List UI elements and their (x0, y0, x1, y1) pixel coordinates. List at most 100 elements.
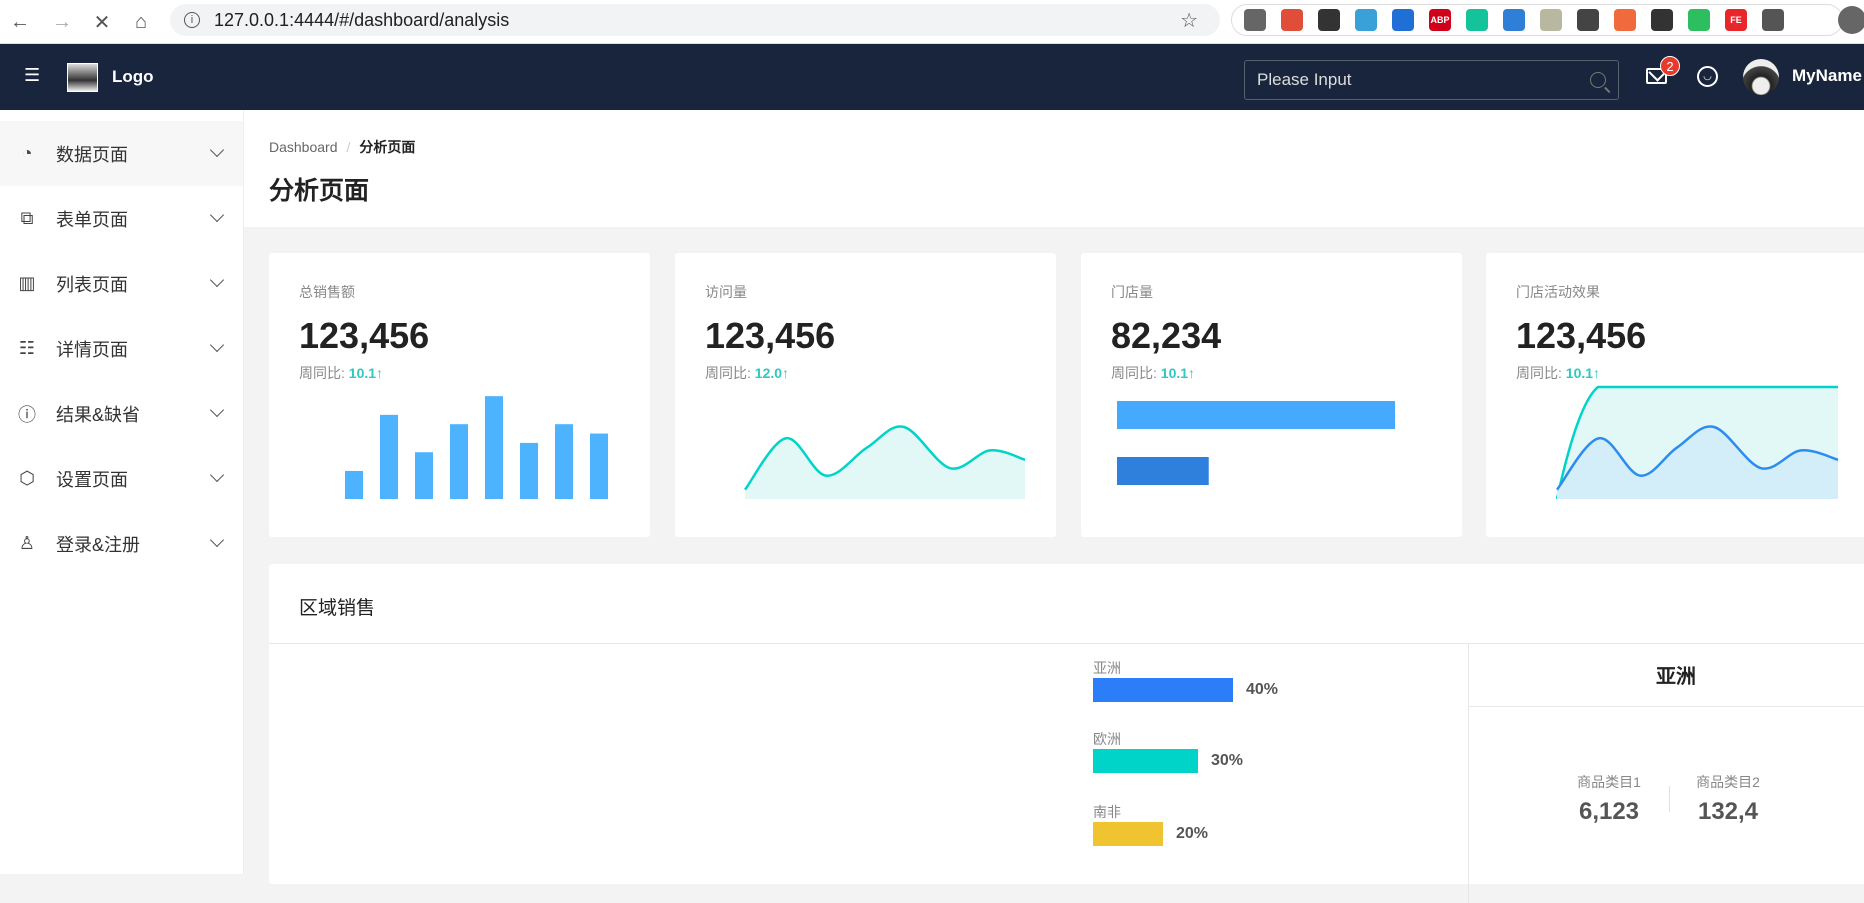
sidebar-item[interactable]: ⧉ 表单页面 (0, 186, 243, 251)
search-input[interactable] (1257, 70, 1590, 90)
sidebar-item[interactable]: ☷ 详情页面 (0, 316, 243, 381)
region-bar-label: 欧洲 (1093, 731, 1121, 747)
chevron-down-icon (209, 272, 225, 288)
region-title: 区域销售 (299, 598, 376, 619)
sidebar-item[interactable]: ◔ 数据页面 (0, 121, 243, 186)
forward-arrow-icon[interactable]: → (52, 10, 72, 33)
chevron-down-icon (209, 402, 225, 418)
site-info-icon[interactable]: i (184, 12, 200, 28)
url-text: 127.0.0.1:4444/#/dashboard/analysis (214, 9, 510, 30)
address-bar[interactable]: i 127.0.0.1:4444/#/dashboard/analysis ☆ (170, 4, 1220, 36)
vue-devtools-icon[interactable] (1392, 9, 1414, 31)
bar (520, 442, 538, 499)
breadcrumb-current: 分析页面 (359, 139, 416, 155)
category-stat: 商品类目2 132,4 (1683, 772, 1773, 826)
bar-chart-icon: ▥ (18, 273, 36, 293)
sidebar-item-label: 登录&注册 (56, 534, 141, 555)
browser-toolbar: ← → ✕ ⌂ i 127.0.0.1:4444/#/dashboard/ana… (0, 0, 1864, 44)
react-devtools-icon[interactable] (1281, 9, 1303, 31)
compare-label: 周同比: (1516, 365, 1562, 381)
menu-fold-icon[interactable]: ☰ (24, 65, 41, 85)
upload-arrow-icon[interactable] (1503, 9, 1525, 31)
bar (485, 396, 503, 499)
category-label: 商品类目1 (1577, 774, 1641, 790)
evernote-icon[interactable] (1688, 9, 1710, 31)
region-bar-percent: 30% (1211, 752, 1244, 769)
pie-chart-icon: ◔ (21, 143, 33, 163)
hbar (1117, 401, 1395, 429)
category-label: 商品类目2 (1696, 774, 1760, 790)
chevron-down-icon (209, 207, 225, 223)
stop-loading-icon[interactable]: ✕ (93, 11, 111, 34)
bar (450, 424, 468, 499)
sidebar-item[interactable]: ♙ 登录&注册 (0, 511, 243, 576)
hbar (1117, 457, 1209, 485)
download-icon[interactable] (1318, 9, 1340, 31)
bar (415, 452, 433, 499)
divider (1669, 786, 1670, 812)
visits-area-chart (743, 425, 1026, 499)
image-download-icon[interactable] (1540, 9, 1562, 31)
chevron-down-icon (209, 337, 225, 353)
smiley-icon[interactable]: ◡ (1697, 66, 1718, 87)
card-value: 123,456 (299, 315, 430, 356)
breadcrumb-separator: / (346, 139, 351, 155)
card-compare: 周同比: 10.1↑ (1111, 363, 1195, 383)
region-bar-percent: 40% (1246, 681, 1279, 698)
chevron-down-icon (209, 532, 225, 548)
bar (555, 424, 573, 499)
category-stat: 商品类目1 6,123 (1564, 772, 1654, 826)
compare-value: 10.1↑ (1160, 365, 1196, 381)
form-icon: ⧉ (20, 208, 34, 228)
app-header: ☰ Logo 2 ◡ MyName (0, 44, 1864, 110)
puzzle-extensions-icon[interactable] (1762, 9, 1784, 31)
search-icon[interactable] (1590, 72, 1606, 88)
mail-badge: 2 (1660, 56, 1680, 76)
compare-label: 周同比: (299, 365, 345, 381)
region-sales-panel: 区域销售 亚洲 40% 欧洲 30% 南非 20% 亚洲 商品类目1 6,123 商品类目… (269, 564, 1864, 903)
divider (1468, 643, 1469, 903)
sidebar-item[interactable]: ▥ 列表页面 (0, 251, 243, 316)
sales-bar-chart (345, 396, 608, 499)
fe-helper-icon[interactable]: FE (1725, 9, 1747, 31)
edit-pen-icon[interactable] (1577, 9, 1599, 31)
colorful-bowl-icon[interactable] (1355, 9, 1377, 31)
actual-series-fill (1557, 426, 1838, 499)
sidebar: ◔ 数据页面 ⧉ 表单页面 ▥ 列表页面 ☷ 详情页面 ⓘ 结果&缺省 ⬡ 设置页面 ♙ 登录&注册 (0, 110, 244, 874)
breadcrumb: Dashboard / 分析页面 (269, 137, 415, 157)
logo-image (67, 63, 98, 92)
card-title: 访问量 (705, 284, 747, 300)
home-icon[interactable]: ⌂ (134, 10, 148, 33)
campaign-area-chart (1555, 385, 1839, 500)
grammarly-icon[interactable] (1466, 9, 1488, 31)
bookmark-star-icon[interactable]: ☆ (1180, 10, 1198, 32)
card-compare: 周同比: 12.0↑ (705, 363, 789, 383)
compare-value: 10.1↑ (348, 365, 384, 381)
sitemap-icon[interactable] (1614, 9, 1636, 31)
sidebar-item[interactable]: ⓘ 结果&缺省 (0, 381, 243, 446)
pocket-icon[interactable] (1244, 9, 1266, 31)
breadcrumb-item[interactable]: Dashboard (269, 139, 338, 155)
sidebar-item[interactable]: ⬡ 设置页面 (0, 446, 243, 511)
divider (1468, 706, 1864, 707)
bar (590, 433, 608, 499)
browser-profile-avatar[interactable] (1838, 6, 1864, 34)
card-value: 82,234 (1111, 315, 1222, 356)
region-bar[interactable] (1093, 678, 1233, 702)
region-bar[interactable] (1093, 822, 1163, 846)
back-arrow-icon[interactable]: ← (10, 10, 30, 33)
bar (380, 414, 398, 499)
stores-hbar-chart (1117, 401, 1395, 485)
sidebar-item-label: 设置页面 (56, 469, 128, 490)
settings-hexagon-icon: ⬡ (19, 468, 35, 488)
calendar-detail-icon: ☷ (18, 338, 36, 358)
adblock-plus-icon[interactable]: ABP (1429, 9, 1451, 31)
mail-icon[interactable] (1646, 68, 1667, 84)
sidebar-item-label: 结果&缺省 (56, 404, 141, 425)
card-compare: 周同比: 10.1↑ (1516, 363, 1600, 383)
compare-label: 周同比: (705, 365, 751, 381)
username[interactable]: MyName (1792, 66, 1862, 85)
user-avatar[interactable] (1743, 59, 1779, 95)
dark-reader-icon[interactable] (1651, 9, 1673, 31)
region-bar[interactable] (1093, 749, 1198, 773)
